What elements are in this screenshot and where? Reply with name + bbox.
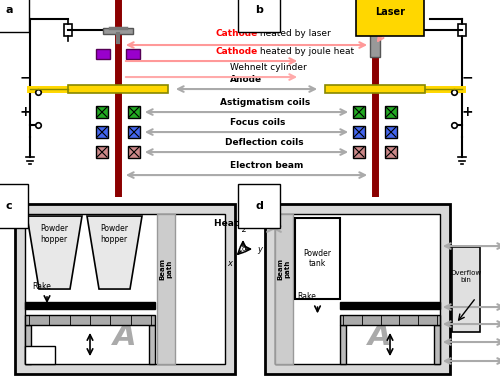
Text: z: z bbox=[241, 225, 245, 234]
FancyBboxPatch shape bbox=[128, 106, 140, 118]
Text: Cathode: Cathode bbox=[215, 28, 257, 38]
Text: Rake: Rake bbox=[297, 292, 316, 301]
FancyBboxPatch shape bbox=[340, 325, 346, 364]
Text: x: x bbox=[228, 260, 232, 268]
Text: o: o bbox=[242, 246, 246, 252]
Text: Laser: Laser bbox=[375, 7, 405, 17]
FancyBboxPatch shape bbox=[126, 49, 140, 59]
FancyBboxPatch shape bbox=[149, 325, 155, 364]
Text: +: + bbox=[19, 105, 31, 119]
Text: Powder
tank: Powder tank bbox=[304, 249, 332, 268]
FancyBboxPatch shape bbox=[452, 247, 480, 332]
Text: d: d bbox=[255, 201, 263, 211]
Text: Focus coils: Focus coils bbox=[230, 117, 285, 127]
FancyBboxPatch shape bbox=[353, 126, 365, 138]
FancyBboxPatch shape bbox=[370, 32, 380, 57]
FancyBboxPatch shape bbox=[25, 315, 155, 325]
Text: Wehnelt cylinder: Wehnelt cylinder bbox=[230, 63, 307, 72]
FancyBboxPatch shape bbox=[25, 214, 225, 364]
Text: Astigmatism coils: Astigmatism coils bbox=[220, 97, 310, 106]
Polygon shape bbox=[87, 216, 142, 289]
Text: Powder
hopper: Powder hopper bbox=[40, 224, 68, 244]
FancyBboxPatch shape bbox=[96, 49, 110, 59]
FancyBboxPatch shape bbox=[385, 106, 397, 118]
Text: c: c bbox=[5, 201, 12, 211]
FancyBboxPatch shape bbox=[128, 146, 140, 158]
FancyBboxPatch shape bbox=[275, 214, 440, 364]
Text: +: + bbox=[461, 105, 473, 119]
FancyBboxPatch shape bbox=[96, 126, 108, 138]
FancyBboxPatch shape bbox=[25, 302, 155, 309]
Text: a: a bbox=[5, 5, 12, 15]
Text: −: − bbox=[19, 70, 31, 84]
FancyBboxPatch shape bbox=[295, 218, 340, 299]
FancyBboxPatch shape bbox=[385, 146, 397, 158]
Text: A: A bbox=[368, 321, 392, 351]
Text: heated by joule heat: heated by joule heat bbox=[257, 47, 354, 55]
FancyBboxPatch shape bbox=[128, 126, 140, 138]
FancyBboxPatch shape bbox=[68, 85, 168, 93]
Text: y: y bbox=[257, 244, 262, 254]
FancyBboxPatch shape bbox=[340, 315, 440, 325]
Text: A: A bbox=[113, 321, 137, 351]
FancyBboxPatch shape bbox=[434, 325, 440, 364]
FancyBboxPatch shape bbox=[458, 24, 466, 36]
Text: Overflow
bin: Overflow bin bbox=[450, 270, 482, 283]
FancyBboxPatch shape bbox=[340, 302, 440, 309]
Text: Deflection coils: Deflection coils bbox=[225, 138, 304, 147]
FancyBboxPatch shape bbox=[353, 146, 365, 158]
FancyBboxPatch shape bbox=[157, 214, 175, 364]
FancyBboxPatch shape bbox=[325, 85, 425, 93]
FancyBboxPatch shape bbox=[265, 204, 450, 374]
FancyBboxPatch shape bbox=[25, 346, 55, 364]
Text: −: − bbox=[461, 70, 473, 84]
Polygon shape bbox=[27, 216, 82, 289]
Text: Powder
hopper: Powder hopper bbox=[100, 224, 128, 244]
FancyBboxPatch shape bbox=[275, 214, 293, 364]
FancyBboxPatch shape bbox=[64, 24, 72, 36]
Text: heated by laser: heated by laser bbox=[257, 28, 331, 38]
Text: Cathode: Cathode bbox=[215, 47, 257, 55]
FancyBboxPatch shape bbox=[103, 28, 133, 34]
Text: Heat shield: Heat shield bbox=[214, 219, 272, 227]
Text: Anode: Anode bbox=[230, 75, 262, 83]
FancyBboxPatch shape bbox=[15, 204, 235, 374]
FancyBboxPatch shape bbox=[96, 106, 108, 118]
FancyBboxPatch shape bbox=[385, 126, 397, 138]
Text: b: b bbox=[255, 5, 263, 15]
Text: Electron beam: Electron beam bbox=[230, 161, 304, 169]
Text: Beam
path: Beam path bbox=[160, 258, 172, 280]
FancyBboxPatch shape bbox=[25, 325, 31, 364]
Text: Beam
path: Beam path bbox=[278, 258, 290, 280]
FancyBboxPatch shape bbox=[353, 106, 365, 118]
FancyBboxPatch shape bbox=[96, 146, 108, 158]
Text: Rake: Rake bbox=[32, 282, 51, 291]
